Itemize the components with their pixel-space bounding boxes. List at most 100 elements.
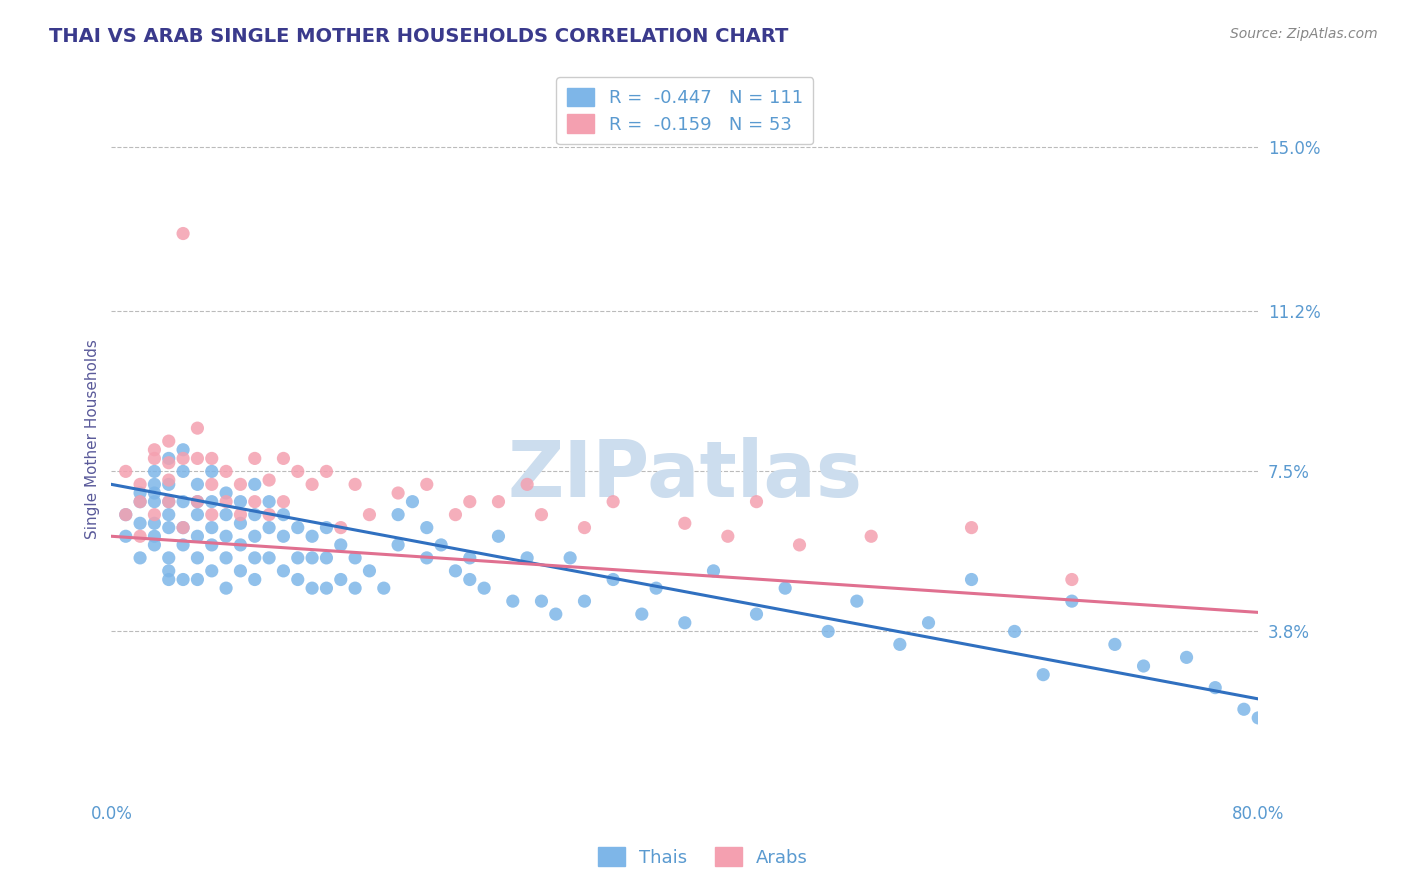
Point [301,581,323,595]
Point [201,508,224,522]
Point [186,508,208,522]
Point [1132,659,1154,673]
Point [257,494,280,508]
Point [243,508,266,522]
Point [157,550,180,565]
Point [516,550,538,565]
Point [444,508,467,522]
Point [186,573,208,587]
Point [889,637,911,651]
Point [186,421,208,435]
Point [215,550,238,565]
Point [157,473,180,487]
Point [186,477,208,491]
Point [329,538,352,552]
Point [172,464,194,478]
Point [215,508,238,522]
Point [344,581,367,595]
Point [602,494,624,508]
Point [373,581,395,595]
Point [287,550,309,565]
Point [157,456,180,470]
Point [186,550,208,565]
Y-axis label: Single Mother Households: Single Mother Households [86,339,100,539]
Point [143,529,166,543]
Point [401,494,423,508]
Point [229,564,252,578]
Point [114,508,136,522]
Point [344,477,367,491]
Point [960,573,983,587]
Point [201,520,224,534]
Point [129,550,152,565]
Point [201,494,224,508]
Point [215,486,238,500]
Point [129,494,152,508]
Point [114,529,136,543]
Point [114,464,136,478]
Point [143,516,166,531]
Point [773,581,796,595]
Point [273,451,295,466]
Point [257,520,280,534]
Point [172,520,194,534]
Point [745,494,768,508]
Point [430,538,453,552]
Point [287,520,309,534]
Point [560,550,582,565]
Point [157,494,180,508]
Point [645,581,668,595]
Point [229,477,252,491]
Point [157,494,180,508]
Point [229,508,252,522]
Point [488,529,510,543]
Text: Source: ZipAtlas.com: Source: ZipAtlas.com [1230,27,1378,41]
Point [229,516,252,531]
Point [114,508,136,522]
Point [458,573,481,587]
Point [143,464,166,478]
Point [329,573,352,587]
Point [301,550,323,565]
Point [444,564,467,578]
Point [1204,681,1226,695]
Point [458,494,481,508]
Point [157,434,180,449]
Point [416,477,439,491]
Point [315,550,337,565]
Point [315,464,337,478]
Point [574,520,596,534]
Point [201,564,224,578]
Point [157,477,180,491]
Point [860,529,883,543]
Point [530,594,553,608]
Point [229,494,252,508]
Point [143,451,166,466]
Point [273,529,295,543]
Point [516,477,538,491]
Point [673,516,696,531]
Point [186,494,208,508]
Point [201,464,224,478]
Point [1032,667,1054,681]
Point [845,594,868,608]
Point [702,564,724,578]
Point [574,594,596,608]
Point [143,494,166,508]
Point [186,494,208,508]
Point [273,508,295,522]
Point [273,494,295,508]
Point [745,607,768,621]
Point [458,550,481,565]
Point [1004,624,1026,639]
Point [172,451,194,466]
Point [157,564,180,578]
Point [243,573,266,587]
Point [344,550,367,565]
Point [243,550,266,565]
Point [416,550,439,565]
Point [301,477,323,491]
Point [1175,650,1198,665]
Point [315,581,337,595]
Point [673,615,696,630]
